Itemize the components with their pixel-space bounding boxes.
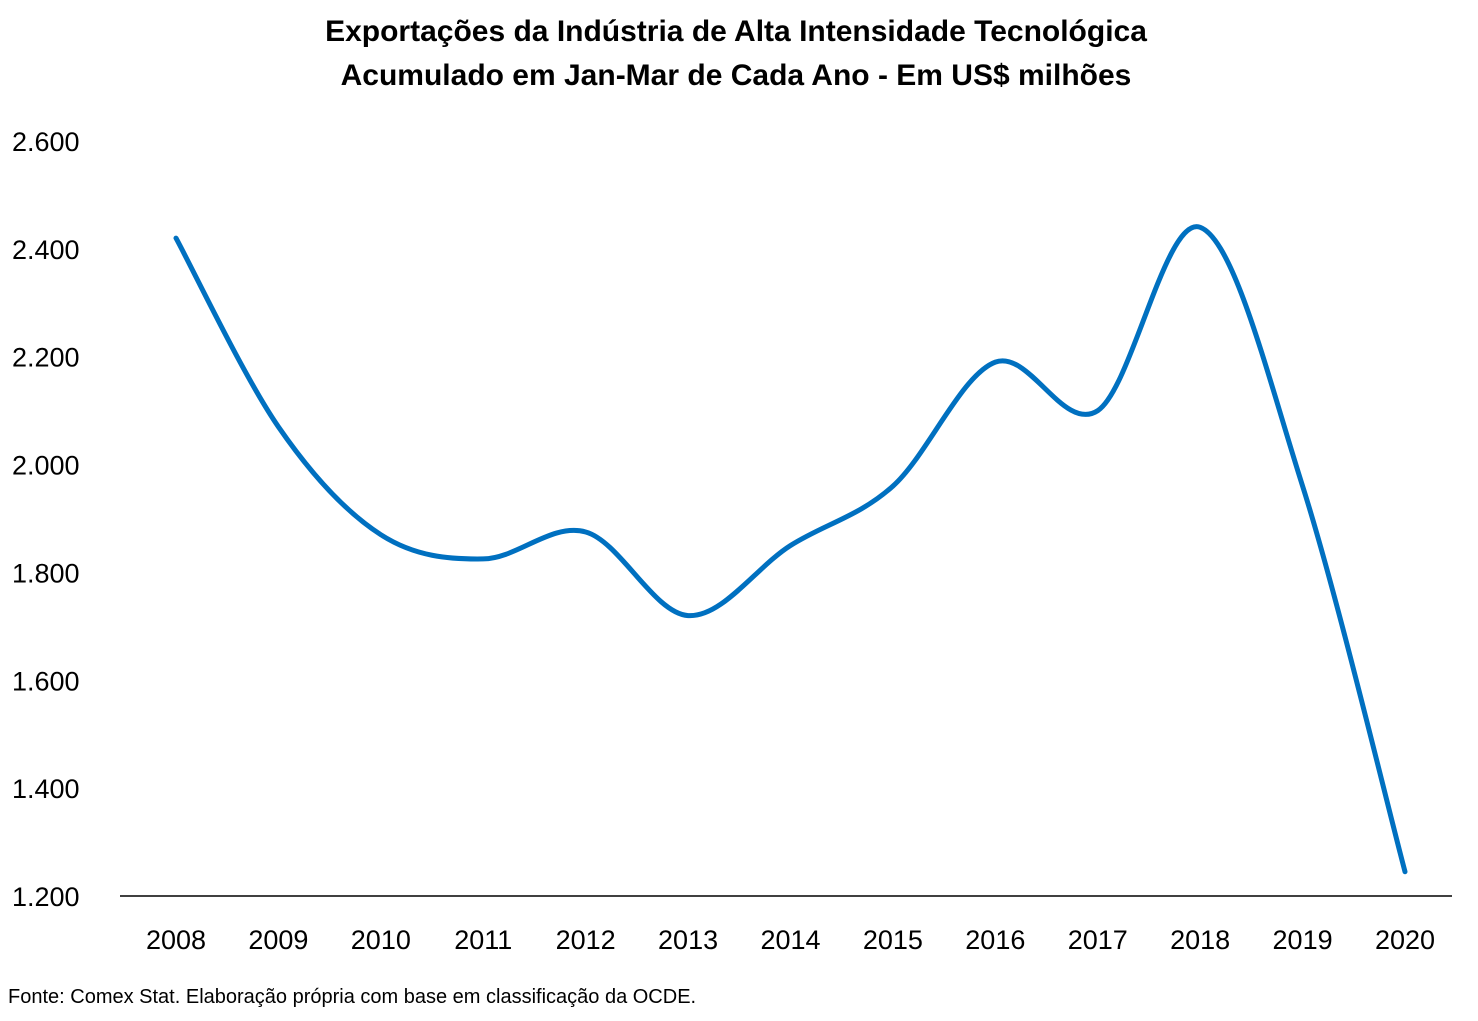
y-tick-label: 1.200 [12, 882, 80, 912]
x-tick-label: 2017 [1068, 925, 1128, 955]
source-note: Fonte: Comex Stat. Elaboração própria co… [8, 986, 696, 1008]
x-tick-label: 2009 [248, 925, 308, 955]
x-axis-tick-labels: 2008 2009 2010 2011 2012 2013 2014 2015 2016 2017… [146, 925, 1435, 955]
y-tick-label: 1.800 [12, 558, 80, 588]
series-points [175, 227, 1406, 872]
chart-subtitle: Acumulado em Jan-Mar de Cada Ano - Em US… [341, 59, 1132, 92]
y-tick-label: 2.000 [12, 451, 80, 481]
chart-title: Exportações da Indústria de Alta Intensi… [325, 15, 1147, 48]
x-tick-label: 2014 [760, 925, 820, 955]
y-tick-label: 1.600 [12, 666, 80, 696]
y-axis-tick-labels: 1.200 1.400 1.600 1.800 2.000 2.200 2.400 2.600 [12, 127, 80, 912]
x-tick-label: 2015 [863, 925, 923, 955]
y-tick-label: 1.400 [12, 774, 80, 804]
x-tick-label: 2008 [146, 925, 206, 955]
y-tick-label: 2.600 [12, 127, 80, 157]
x-tick-label: 2020 [1375, 925, 1435, 955]
x-tick-label: 2010 [351, 925, 411, 955]
x-tick-label: 2019 [1273, 925, 1333, 955]
series-line [173, 224, 1408, 875]
x-tick-label: 2011 [454, 925, 512, 955]
y-tick-label: 2.200 [12, 343, 80, 373]
x-tick-label: 2016 [965, 925, 1025, 955]
x-tick-label: 2018 [1170, 925, 1230, 955]
x-tick-label: 2013 [658, 925, 718, 955]
x-tick-label: 2012 [556, 925, 616, 955]
y-tick-label: 2.400 [12, 235, 80, 265]
